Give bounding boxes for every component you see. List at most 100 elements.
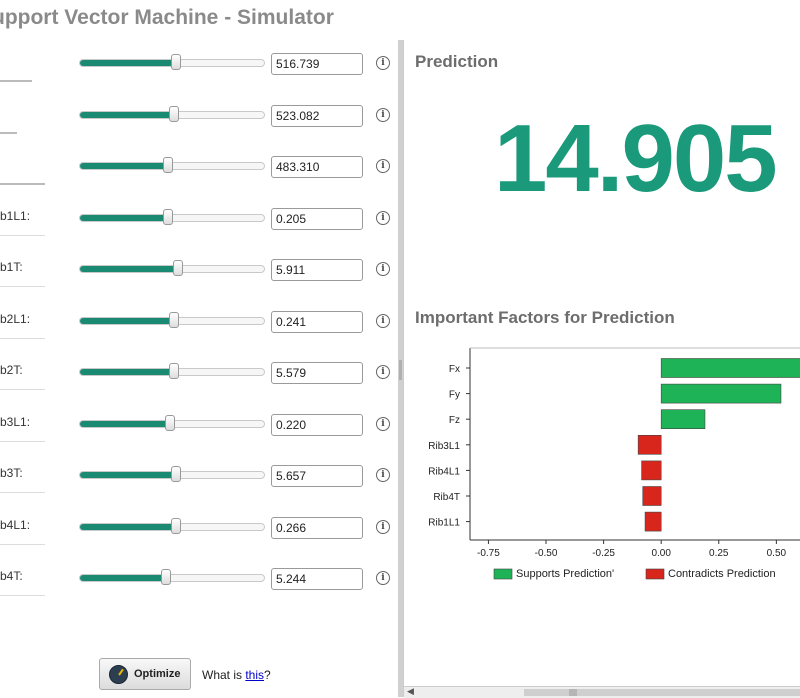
- label-underline: [0, 131, 17, 134]
- input-label: b1L1:: [0, 208, 31, 223]
- value-field[interactable]: [271, 156, 363, 178]
- info-icon[interactable]: i: [376, 107, 390, 122]
- input-row: i: [0, 44, 398, 84]
- splitter-grip[interactable]: [399, 360, 402, 380]
- input-row: b3T: i: [0, 456, 398, 496]
- input-label: b1T:: [0, 260, 23, 274]
- slider-thumb[interactable]: [168, 311, 179, 328]
- factor-bar: [637, 435, 662, 455]
- input-label: b4L1:: [0, 517, 31, 532]
- slider-fill: [80, 163, 169, 169]
- category-label: Fy: [449, 390, 460, 401]
- optimize-button[interactable]: Optimize: [99, 658, 191, 690]
- slider-thumb[interactable]: [168, 363, 179, 379]
- input-slider[interactable]: [79, 260, 265, 276]
- x-tick-label: 0.25: [709, 548, 729, 559]
- label-underline: [0, 492, 45, 493]
- legend-swatch-contradicts: [645, 568, 665, 580]
- slider-thumb[interactable]: [170, 54, 181, 70]
- value-field[interactable]: [271, 516, 363, 539]
- slider-thumb[interactable]: [170, 466, 181, 482]
- x-tick-label: -0.75: [477, 548, 500, 559]
- value-field[interactable]: [271, 310, 363, 333]
- legend-label-contradicts: Contradicts Prediction: [668, 568, 776, 580]
- slider-thumb[interactable]: [163, 208, 174, 225]
- value-field[interactable]: [271, 207, 363, 230]
- value-field[interactable]: [271, 53, 363, 75]
- info-icon[interactable]: i: [376, 416, 390, 431]
- slider-fill: [80, 214, 169, 221]
- category-label: Rib4L1: [428, 466, 460, 477]
- category-label: Rib4T: [433, 492, 460, 503]
- slider-fill: [80, 523, 176, 530]
- info-icon[interactable]: i: [376, 519, 390, 534]
- info-icon[interactable]: i: [376, 571, 390, 585]
- input-slider[interactable]: [79, 105, 265, 122]
- input-label: b3T:: [0, 466, 23, 480]
- input-slider[interactable]: [79, 54, 265, 70]
- what-is-prefix: What is: [202, 668, 246, 682]
- factor-bar: [644, 511, 662, 532]
- input-row: b2L1: i: [0, 302, 398, 342]
- slider-fill: [80, 60, 176, 66]
- input-row: i: [0, 96, 398, 136]
- factors-chart: Fx Fy Fz Rib3L1 Rib4L1 Rib4T Rib1L1 -0.75 -0.50 -…: [428, 347, 800, 580]
- prediction-value: 14.905: [494, 105, 778, 212]
- factor-bar: [660, 358, 800, 378]
- value-field[interactable]: [271, 259, 363, 281]
- factors-heading: Important Factors for Prediction: [415, 308, 675, 327]
- slider-thumb[interactable]: [161, 569, 172, 585]
- panel-splitter[interactable]: [398, 40, 403, 697]
- info-icon[interactable]: i: [376, 468, 390, 482]
- scrollbar-grip-icon: [569, 689, 577, 696]
- info-icon[interactable]: i: [376, 365, 390, 379]
- optimize-label: Optimize: [134, 668, 181, 680]
- input-row: i: [0, 147, 398, 187]
- info-icon[interactable]: i: [376, 210, 390, 225]
- input-slider[interactable]: [79, 208, 265, 225]
- input-row: b4T: i: [0, 559, 398, 599]
- what-is-link[interactable]: this: [245, 668, 265, 682]
- slider-thumb[interactable]: [165, 414, 176, 431]
- info-icon[interactable]: i: [376, 313, 390, 328]
- input-slider[interactable]: [79, 569, 265, 585]
- x-tick-label: 0.50: [767, 548, 787, 559]
- input-row: b3L1: i: [0, 405, 398, 445]
- slider-thumb[interactable]: [168, 105, 179, 122]
- scroll-left-icon[interactable]: ◀: [407, 686, 414, 696]
- x-tick-label: -0.50: [535, 548, 558, 559]
- value-field[interactable]: [271, 362, 363, 384]
- label-underline: [0, 595, 45, 596]
- value-field[interactable]: [271, 465, 363, 487]
- info-icon[interactable]: i: [376, 56, 390, 70]
- slider-thumb[interactable]: [172, 260, 183, 276]
- label-underline: [0, 337, 45, 339]
- factor-bar: [642, 486, 662, 506]
- scrollbar-thumb[interactable]: [524, 689, 800, 696]
- input-slider[interactable]: [79, 157, 265, 173]
- category-label: Fz: [449, 415, 460, 426]
- value-field[interactable]: [271, 104, 363, 127]
- info-icon[interactable]: i: [376, 262, 390, 276]
- input-label: b3L1:: [0, 414, 31, 429]
- what-is-text: What is this?: [202, 668, 271, 682]
- legend-label-supports: Supports Prediction': [516, 568, 614, 580]
- input-slider[interactable]: [79, 363, 265, 379]
- input-slider[interactable]: [79, 466, 265, 482]
- horizontal-scrollbar[interactable]: ◀: [404, 686, 800, 698]
- legend-swatch-supports: [493, 568, 513, 580]
- prediction-panel: Prediction 14.905 Important Factors for …: [403, 40, 800, 697]
- category-label: Rib3L1: [428, 441, 460, 452]
- input-panel: iiib1L1:ib1T:ib2L1:ib2T:ib3L1:ib3T:ib4L1…: [0, 40, 398, 697]
- input-slider[interactable]: [79, 414, 265, 431]
- slider-fill: [80, 317, 174, 324]
- input-slider[interactable]: [79, 311, 265, 328]
- value-field[interactable]: [271, 568, 363, 590]
- value-field[interactable]: [271, 413, 363, 436]
- info-icon[interactable]: i: [376, 159, 390, 173]
- label-underline: [0, 286, 45, 287]
- slider-thumb[interactable]: [163, 157, 174, 173]
- input-row: b4L1: i: [0, 508, 398, 548]
- input-slider[interactable]: [79, 517, 265, 534]
- slider-thumb[interactable]: [170, 517, 181, 534]
